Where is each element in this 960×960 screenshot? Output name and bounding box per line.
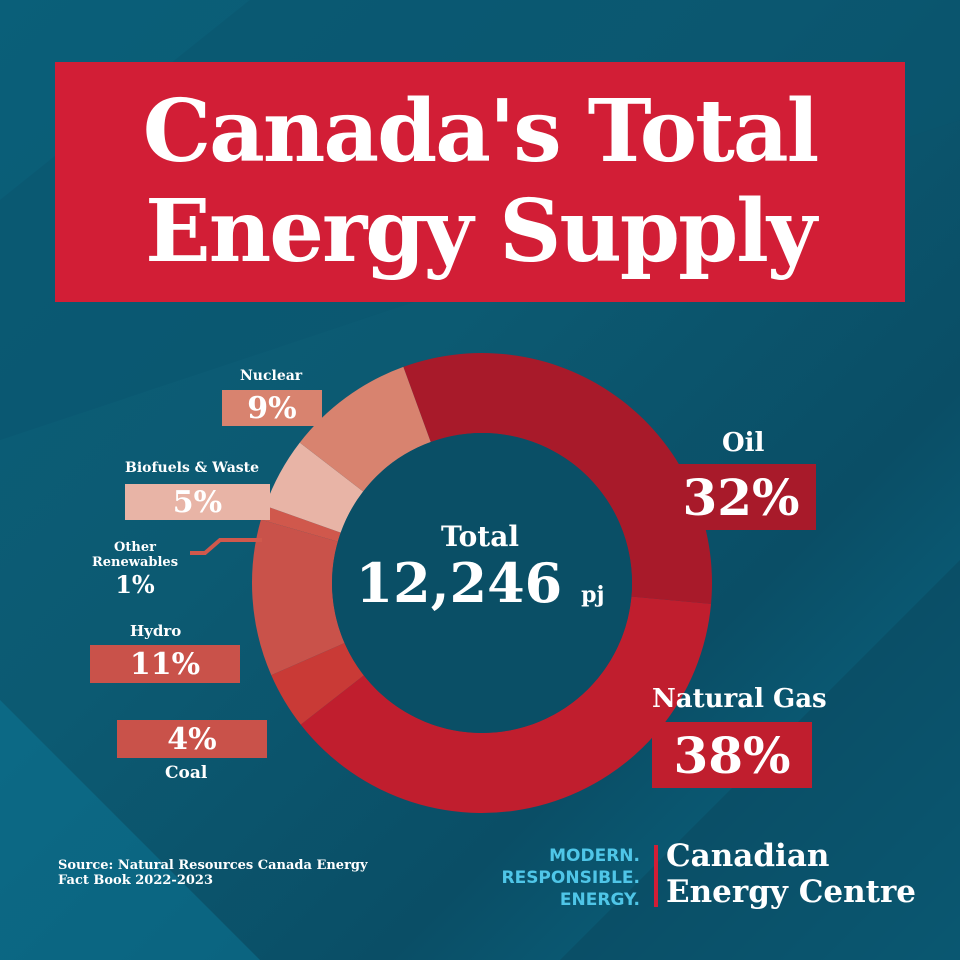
title-line-1: Canada's Total xyxy=(142,81,820,182)
total-unit: pj xyxy=(581,582,605,608)
title-banner: Canada's Total Energy Supply xyxy=(55,62,905,302)
nuclear-label: Nuclear xyxy=(240,368,303,384)
oil-pct-box: 32% xyxy=(666,464,816,530)
brand-tagline: MODERN. RESPONSIBLE. ENERGY. xyxy=(480,845,640,911)
donut-hole xyxy=(332,433,632,733)
hydro-pct-box: 11% xyxy=(90,645,240,683)
other-renewables-leader-line xyxy=(190,538,262,555)
biofuels-pct-box: 5% xyxy=(125,484,270,520)
tagline-2: RESPONSIBLE. xyxy=(501,868,640,888)
other-renewables-line2: Renewables xyxy=(91,555,179,570)
tagline-1: MODERN. xyxy=(549,846,640,866)
oil-pct: 32% xyxy=(682,467,800,527)
total-label: Total xyxy=(440,520,519,553)
total-value-line: 12,246 pj xyxy=(330,553,630,625)
brand-name-2: Energy Centre xyxy=(666,874,917,910)
brand-logo-text: Canadian Energy Centre xyxy=(666,838,916,910)
chart-center-total: Total 12,246 pj xyxy=(330,520,630,625)
tagline-3: ENERGY. xyxy=(559,890,640,910)
other-renewables-line1: Other xyxy=(114,540,156,555)
source-note: Source: Natural Resources Canada Energy … xyxy=(58,858,368,888)
other-renewables-pct: 1% xyxy=(115,570,155,599)
coal-label: Coal xyxy=(165,763,208,783)
source-line-2: Fact Book 2022-2023 xyxy=(58,873,214,888)
biofuels-label: Biofuels & Waste xyxy=(125,460,260,476)
biofuels-pct: 5% xyxy=(172,484,223,520)
donut-slice-coal xyxy=(271,643,364,725)
donut-slice-nuclear xyxy=(299,366,431,492)
coal-pct: 4% xyxy=(167,721,217,757)
oil-label: Oil xyxy=(722,428,765,458)
donut-slice-natural-gas xyxy=(300,596,712,813)
natural-gas-pct-box: 38% xyxy=(652,722,812,788)
donut-slice-biofuels xyxy=(265,442,364,533)
hydro-label: Hydro xyxy=(130,622,182,640)
natural-gas-pct: 38% xyxy=(673,725,791,785)
nuclear-pct: 9% xyxy=(247,390,297,426)
title-line-2: Energy Supply xyxy=(145,181,817,282)
coal-pct-box: 4% xyxy=(117,720,267,758)
hydro-pct: 11% xyxy=(129,646,201,682)
source-line-1: Source: Natural Resources Canada Energy xyxy=(58,858,368,873)
natural-gas-label: Natural Gas xyxy=(652,684,827,714)
other-renewables-label: Other Renewables 1% xyxy=(85,540,185,600)
donut-slice-oil xyxy=(403,353,712,604)
total-value: 12,246 xyxy=(355,551,563,615)
brand-divider xyxy=(654,845,658,907)
brand-name-1: Canadian xyxy=(666,838,830,874)
donut-slice-other-renewables xyxy=(260,505,341,542)
donut-slice-hydro xyxy=(251,519,345,676)
nuclear-pct-box: 9% xyxy=(222,390,322,426)
